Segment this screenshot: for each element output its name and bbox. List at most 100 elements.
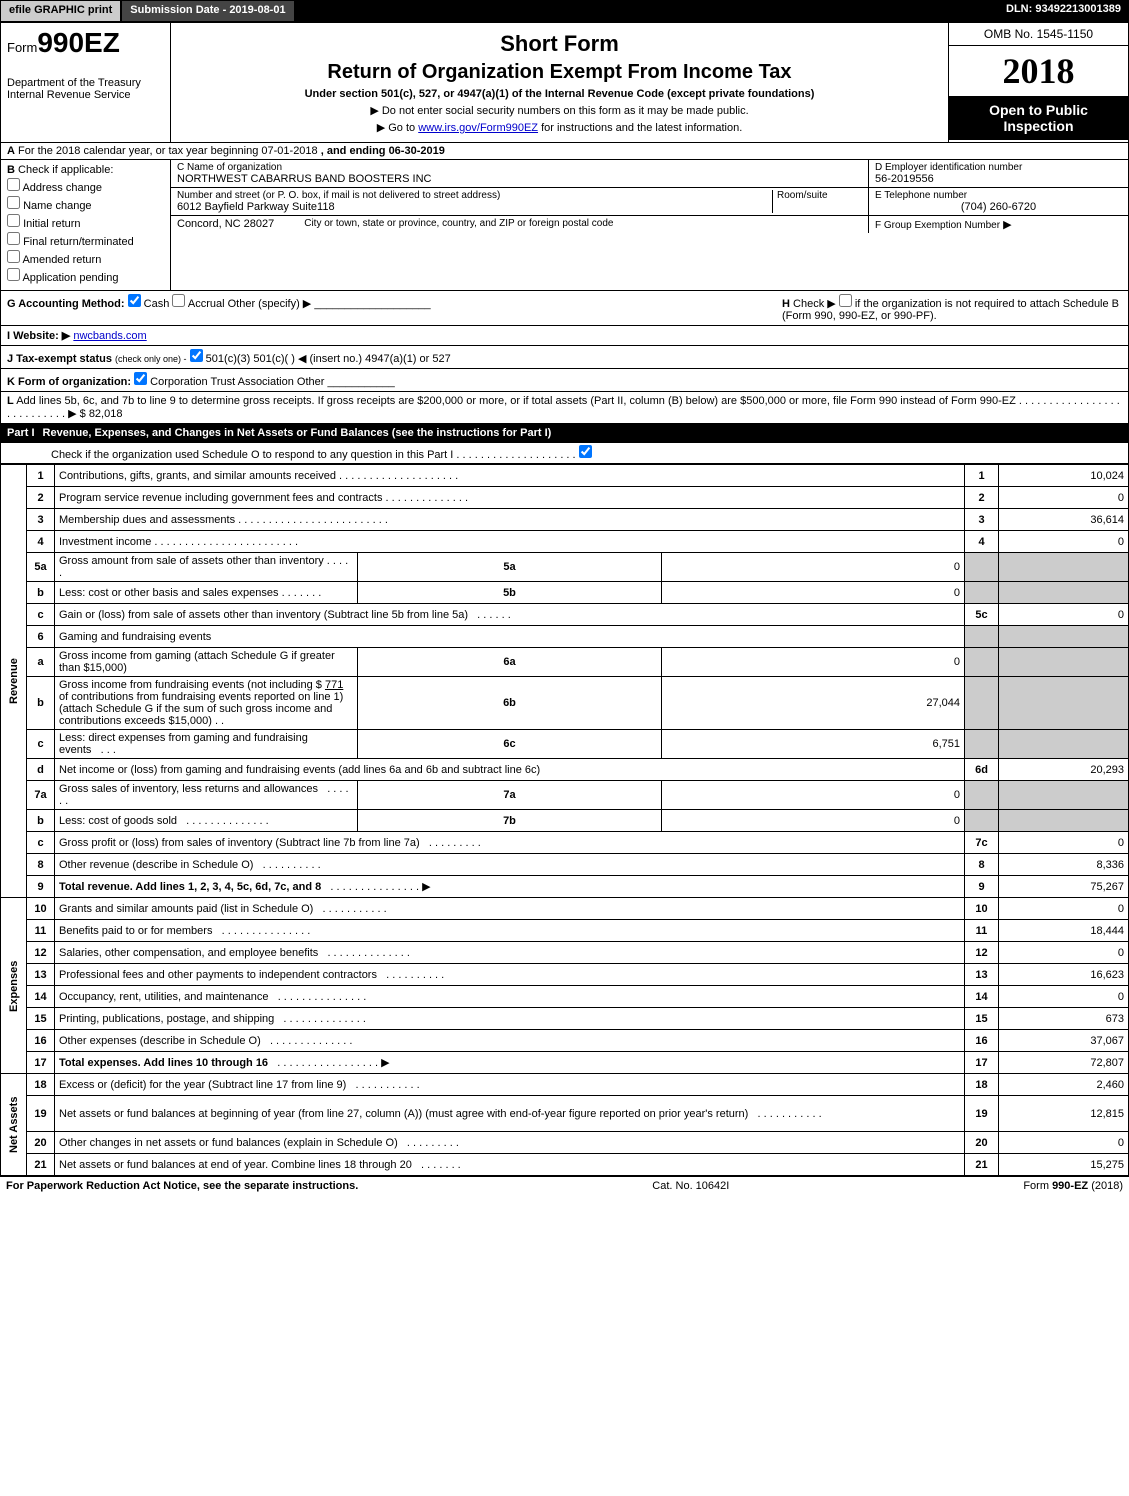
ln: c (27, 604, 55, 626)
table-row: c Less: direct expenses from gaming and … (1, 730, 1129, 759)
ln: b (27, 582, 55, 604)
chk-501c3[interactable] (190, 349, 203, 362)
chk-schedule-b[interactable] (839, 294, 852, 307)
box-val: 0 (999, 1132, 1129, 1154)
form-header: Form990EZ Department of the Treasury Int… (0, 22, 1129, 143)
box-ln: 4 (965, 531, 999, 553)
ln: 4 (27, 531, 55, 553)
mini-val: 0 (661, 582, 964, 604)
table-row: 12 Salaries, other compensation, and emp… (1, 942, 1129, 964)
f-label: F Group Exemption Number (875, 220, 1000, 231)
table-row: 21 Net assets or fund balances at end of… (1, 1154, 1129, 1176)
box-val: 75,267 (999, 876, 1129, 898)
desc: Program service revenue including govern… (59, 492, 382, 504)
box-val: 15,275 (999, 1154, 1129, 1176)
efile-print-button[interactable]: efile GRAPHIC print (0, 0, 121, 22)
box-val-shade (999, 781, 1129, 810)
l-amount: ▶ $ 82,018 (68, 408, 122, 420)
ln: b (27, 810, 55, 832)
chk-cash[interactable] (128, 294, 141, 307)
irs-link[interactable]: www.irs.gov/Form990EZ (418, 122, 538, 134)
ln: 8 (27, 854, 55, 876)
box-ln-shade (965, 582, 999, 604)
desc: Net assets or fund balances at end of ye… (59, 1159, 412, 1171)
chk-accrual[interactable] (172, 294, 185, 307)
box-ln-shade (965, 553, 999, 582)
form-number: Form990EZ (7, 27, 164, 59)
e-label: E Telephone number (875, 190, 1122, 201)
c-name-label: C Name of organization (177, 162, 862, 173)
table-row: c Gain or (loss) from sale of assets oth… (1, 604, 1129, 626)
ln: 7a (27, 781, 55, 810)
box-ln: 6d (965, 759, 999, 781)
section-a-ending: , and ending 06-30-2019 (321, 145, 445, 157)
box-ln: 15 (965, 1008, 999, 1030)
section-k: K Form of organization: Corporation Trus… (0, 369, 1129, 392)
desc: Net income or (loss) from gaming and fun… (59, 764, 540, 776)
table-row: 3 Membership dues and assessments . . . … (1, 509, 1129, 531)
box-val: 0 (999, 898, 1129, 920)
ln: 20 (27, 1132, 55, 1154)
box-ln-shade (965, 730, 999, 759)
desc: Net assets or fund balances at beginning… (59, 1108, 748, 1120)
mini-val: 27,044 (661, 677, 964, 730)
chk-address-change[interactable]: Address change (7, 178, 164, 194)
chk-amended-return[interactable]: Amended return (7, 250, 164, 266)
desc: Total revenue. Add lines 1, 2, 3, 4, 5c,… (59, 881, 321, 893)
amt-6b: 771 (325, 679, 343, 691)
desc: Less: cost of goods sold (59, 815, 177, 827)
section-def: D Employer identification number 56-2019… (868, 160, 1128, 290)
chk-final-return[interactable]: Final return/terminated (7, 232, 164, 248)
website-link[interactable]: nwcbands.com (73, 330, 146, 342)
table-row: c Gross profit or (loss) from sales of i… (1, 832, 1129, 854)
box-ln: 5c (965, 604, 999, 626)
chk-schedule-o[interactable] (579, 445, 592, 458)
room-suite-label: Room/suite (777, 190, 862, 201)
section-h: H Check ▶ if the organization is not req… (782, 294, 1122, 322)
header-left: Form990EZ Department of the Treasury Int… (1, 23, 171, 142)
h-check: Check ▶ (793, 298, 836, 310)
subtitle: Under section 501(c), 527, or 4947(a)(1)… (177, 88, 942, 100)
mini-ln: 5a (358, 553, 661, 582)
check-if-applicable: Check if applicable: (18, 164, 113, 176)
irs-label: Internal Revenue Service (7, 89, 164, 101)
section-i: I Website: ▶ nwcbands.com (0, 326, 1129, 346)
box-ln: 3 (965, 509, 999, 531)
desc-6b-1: Gross income from fundraising events (no… (59, 679, 325, 691)
table-row: 19 Net assets or fund balances at beginn… (1, 1096, 1129, 1132)
box-ln: 12 (965, 942, 999, 964)
side-expenses: Expenses (1, 898, 27, 1074)
section-j: J Tax-exempt status (check only one) - 5… (0, 346, 1129, 369)
box-val: 72,807 (999, 1052, 1129, 1074)
box-ln: 17 (965, 1052, 999, 1074)
part1-sub: Check if the organization used Schedule … (0, 443, 1129, 464)
note-goto: ▶ Go to www.irs.gov/Form990EZ for instru… (177, 121, 942, 134)
chk-initial-return[interactable]: Initial return (7, 214, 164, 230)
chk-name-change[interactable]: Name change (7, 196, 164, 212)
box-val: 0 (999, 942, 1129, 964)
box-val: 37,067 (999, 1030, 1129, 1052)
box-ln: 10 (965, 898, 999, 920)
box-val: 0 (999, 832, 1129, 854)
side-revenue: Revenue (1, 465, 27, 898)
chk-corporation[interactable] (134, 372, 147, 385)
table-row: 5a Gross amount from sale of assets othe… (1, 553, 1129, 582)
box-ln: 9 (965, 876, 999, 898)
c-street-label: Number and street (or P. O. box, if mail… (177, 190, 772, 201)
ln: 1 (27, 465, 55, 487)
ln: 21 (27, 1154, 55, 1176)
chk-application-pending[interactable]: Application pending (7, 268, 164, 284)
section-g: G Accounting Method: Cash Accrual Other … (7, 294, 431, 322)
desc: Gross sales of inventory, less returns a… (59, 783, 318, 795)
ln: c (27, 730, 55, 759)
section-d: D Employer identification number 56-2019… (868, 160, 1128, 188)
telephone: (704) 260-6720 (875, 201, 1122, 213)
box-val: 2,460 (999, 1074, 1129, 1096)
dept-treasury: Department of the Treasury (7, 77, 164, 89)
g-other: Other (specify) ▶ (228, 298, 312, 310)
mini-val: 0 (661, 781, 964, 810)
box-val-shade (999, 582, 1129, 604)
ln: 17 (27, 1052, 55, 1074)
form-990ez-label: 990EZ (37, 27, 120, 58)
top-bar: efile GRAPHIC print Submission Date - 20… (0, 0, 1129, 22)
